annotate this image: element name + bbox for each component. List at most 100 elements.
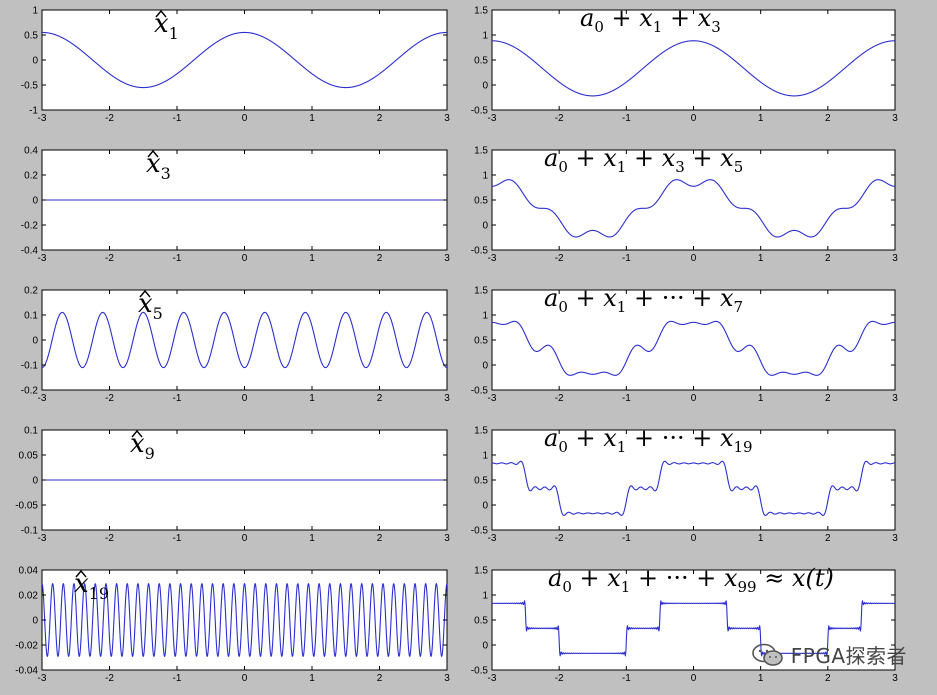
label-subscript: 3 xyxy=(161,164,171,183)
subplot-4: -3 -2 -1 0 1 2 3-0.500.511.5 a0 + x1 + x3 + x5 xyxy=(471,144,898,264)
label-part: + ··· + xyxy=(626,284,720,312)
y-tick-label: 0 xyxy=(32,336,38,347)
x-tick-label: -1 xyxy=(173,673,182,684)
x-tick-label: 0 xyxy=(242,253,248,264)
label-part: + xyxy=(604,4,639,32)
x-tick-label: -1 xyxy=(622,533,631,544)
subplot-label: a0 + x1 + x3 + x5 xyxy=(544,144,743,176)
hat-mark xyxy=(147,149,159,158)
y-tick-label: 0.2 xyxy=(24,286,38,297)
label-part: + ··· + xyxy=(630,564,724,592)
y-tick-label: 0.5 xyxy=(474,616,488,627)
label-part: x xyxy=(603,144,617,172)
label-subscript: 1 xyxy=(621,578,631,596)
label-subscript: 9 xyxy=(145,444,155,463)
label-part: + xyxy=(662,4,697,32)
label-subscript: 1 xyxy=(169,24,179,43)
x-tick-label: -3 xyxy=(488,673,497,684)
x-tick-label: -2 xyxy=(105,673,114,684)
y-tick-label: -1 xyxy=(29,106,38,117)
plot-area xyxy=(491,569,896,671)
x-tick-label: 1 xyxy=(309,673,315,684)
x-tick-label: 3 xyxy=(892,253,898,264)
x-tick-label: -2 xyxy=(105,113,114,124)
label-base: x xyxy=(74,569,89,599)
label-base: x xyxy=(130,429,145,459)
label-base: x xyxy=(138,289,153,319)
watermark: FPGA探索者 xyxy=(751,640,907,669)
y-tick-label: 0 xyxy=(32,616,38,627)
y-tick-label: 1.5 xyxy=(474,566,488,577)
subplot-9: -3 -2 -1 0 1 2 3 -0.04 -0.02 0 0.02 0.04 x19 xyxy=(15,566,450,685)
y-tick-label: 0.2 xyxy=(24,171,38,182)
y-tick-label: 0 xyxy=(482,641,488,652)
x-tick-label: -2 xyxy=(105,253,114,264)
x-tick-label: 0 xyxy=(691,393,697,404)
label-subscript: 3 xyxy=(675,158,685,176)
label-subscript: 5 xyxy=(734,158,744,176)
x-tick-label: 1 xyxy=(758,673,764,684)
label-part: a xyxy=(548,564,562,592)
y-tick-label: 0 xyxy=(482,81,488,92)
y-tick-label: 1 xyxy=(482,451,488,462)
subplot-6: -3 -2 -1 0 1 2 3-0.500.511.5 a0 + x1 + ··· + x7 xyxy=(471,284,898,404)
plot-area xyxy=(41,9,448,111)
y-tick-label: -0.4 xyxy=(21,246,39,257)
y-tick-label: 1 xyxy=(482,171,488,182)
y-tick-label: 1.5 xyxy=(474,146,488,157)
label-part: + xyxy=(568,284,603,312)
x-tick-label: -1 xyxy=(622,253,631,264)
label-part: + ··· + xyxy=(626,424,720,452)
x-tick-label: 0 xyxy=(242,673,248,684)
y-tick-label: -0.2 xyxy=(21,386,39,397)
subplot-label: a0 + x1 + ··· + x99 ≈ x(t) xyxy=(548,564,834,596)
y-tick-label: 0.04 xyxy=(19,566,39,577)
series-line xyxy=(42,31,447,89)
x-tick-label: 0 xyxy=(691,113,697,124)
label-part: x xyxy=(662,144,676,172)
x-tick-label: -2 xyxy=(555,113,564,124)
subplot-label: a0 + x1 + ··· + x19 xyxy=(544,424,753,456)
label-subscript: 5 xyxy=(153,304,163,323)
label-subscript: 0 xyxy=(558,438,568,456)
label-subscript: 3 xyxy=(711,18,721,36)
x-tick-label: -3 xyxy=(488,253,497,264)
x-tick-label: 0 xyxy=(691,253,697,264)
x-tick-label: 2 xyxy=(825,533,831,544)
label-base: x xyxy=(146,149,161,179)
y-tick-label: -0.05 xyxy=(15,501,38,512)
x-tick-label: 3 xyxy=(892,113,898,124)
subplot-1: -3 -2 -1 0 1 2 3-1-0.500.51 x1 xyxy=(21,6,450,125)
label-subscript: 0 xyxy=(558,158,568,176)
y-tick-label: 1 xyxy=(32,6,38,17)
label-part: a xyxy=(580,4,594,32)
label-subscript: 1 xyxy=(617,158,627,176)
x-tick-label: 3 xyxy=(892,673,898,684)
x-tick-label: 3 xyxy=(892,393,898,404)
x-tick-label: 2 xyxy=(377,533,383,544)
x-tick-label: 1 xyxy=(758,253,764,264)
hat-mark xyxy=(139,289,151,298)
x-tick-label: -2 xyxy=(555,253,564,264)
x-tick-label: 3 xyxy=(444,253,450,264)
x-tick-label: 0 xyxy=(242,393,248,404)
y-tick-label: 0.5 xyxy=(474,476,488,487)
label-subscript: 7 xyxy=(734,298,744,316)
label-part: x xyxy=(603,424,617,452)
y-tick-label: 0.5 xyxy=(474,56,488,67)
y-tick-label: -0.5 xyxy=(471,386,489,397)
x-tick-label: 1 xyxy=(309,253,315,264)
x-tick-label: 2 xyxy=(377,673,383,684)
x-tick-label: 0 xyxy=(242,113,248,124)
y-tick-label: 1 xyxy=(482,591,488,602)
y-tick-label: 0.02 xyxy=(19,591,39,602)
label-part: + xyxy=(568,144,603,172)
y-tick-label: 1.5 xyxy=(474,286,488,297)
x-tick-label: -2 xyxy=(105,393,114,404)
x-tick-label: -3 xyxy=(488,533,497,544)
y-tick-label: 0 xyxy=(32,56,38,67)
subplot-5: -3 -2 -1 0 1 2 3 -0.2 -0.1 0 0.1 0.2 x5 xyxy=(21,286,450,405)
x-tick-label: 2 xyxy=(825,253,831,264)
label-part: a xyxy=(544,284,558,312)
subplot-8: -3 -2 -1 0 1 2 3-0.500.511.5 a0 + x1 + ··· + x1… xyxy=(471,424,898,544)
